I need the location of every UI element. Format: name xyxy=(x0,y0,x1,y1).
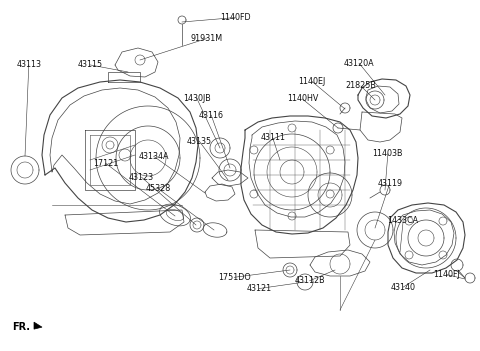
Text: 1751DO: 1751DO xyxy=(218,273,251,282)
Text: 43119: 43119 xyxy=(377,179,402,188)
Text: 43113: 43113 xyxy=(16,60,41,69)
Text: 43112B: 43112B xyxy=(294,276,325,285)
Text: 43135: 43135 xyxy=(187,137,212,146)
Text: 43134A: 43134A xyxy=(138,152,169,161)
Text: 11403B: 11403B xyxy=(372,149,403,158)
Text: 43111: 43111 xyxy=(260,133,285,142)
Polygon shape xyxy=(34,322,42,329)
Text: 43120A: 43120A xyxy=(344,59,374,68)
Text: 21825B: 21825B xyxy=(346,81,376,91)
Text: 43140: 43140 xyxy=(391,283,416,292)
Text: 43116: 43116 xyxy=(199,111,224,120)
Text: 17121: 17121 xyxy=(93,159,118,168)
Text: 43115: 43115 xyxy=(78,60,103,69)
Text: 43121: 43121 xyxy=(247,284,272,293)
Text: 91931M: 91931M xyxy=(191,34,222,43)
Text: 1140FJ: 1140FJ xyxy=(433,270,460,279)
Text: 1140EJ: 1140EJ xyxy=(299,77,325,86)
Text: 1140FD: 1140FD xyxy=(220,13,251,22)
Text: 1140HV: 1140HV xyxy=(287,94,318,104)
Text: 43123: 43123 xyxy=(129,173,154,182)
Text: FR.: FR. xyxy=(12,322,30,332)
Text: 1430JB: 1430JB xyxy=(183,94,211,103)
Text: 45328: 45328 xyxy=(146,184,171,193)
Text: 1433CA: 1433CA xyxy=(388,216,419,225)
